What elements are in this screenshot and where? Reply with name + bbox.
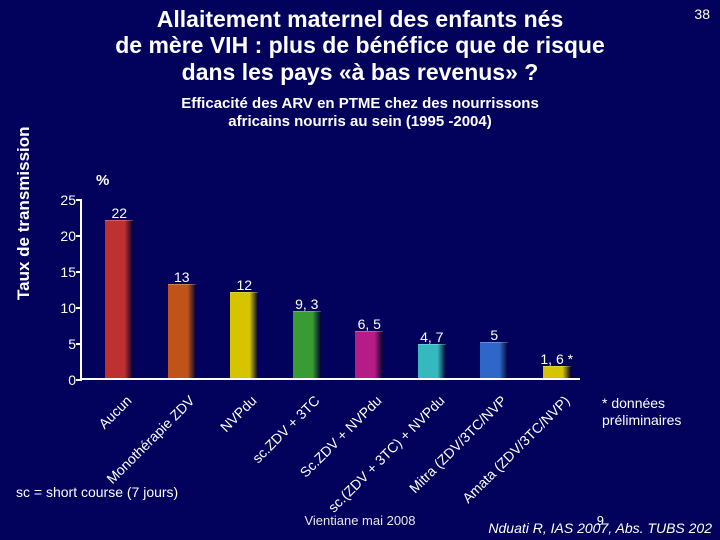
bar: 6, 5 xyxy=(355,331,383,378)
bar-value-label: 9, 3 xyxy=(277,296,337,312)
y-tick-label: 15 xyxy=(48,264,76,280)
y-tick-mark xyxy=(76,271,82,273)
y-tick-mark xyxy=(76,343,82,345)
y-tick-label: 0 xyxy=(48,372,76,388)
bar-value-label: 12 xyxy=(214,277,274,293)
bar-chart: 051015202522Aucun13Monothérapie ZDV12NVP… xyxy=(80,200,580,380)
bar: 5 xyxy=(480,342,508,378)
footnote-sc: sc = short course (7 jours) xyxy=(16,484,178,500)
slide-title: Allaitement maternel des enfants nésde m… xyxy=(0,0,720,85)
percent-label: % xyxy=(96,172,109,189)
y-tick-label: 20 xyxy=(48,228,76,244)
y-tick-mark xyxy=(76,235,82,237)
bar-value-label: 13 xyxy=(152,269,212,285)
bar-value-label: 5 xyxy=(464,327,524,343)
bar: 4, 7 xyxy=(418,344,446,378)
bar-value-label: 4, 7 xyxy=(402,329,462,345)
bar-value-label: 6, 5 xyxy=(339,316,399,332)
y-tick-label: 25 xyxy=(48,192,76,208)
slide-number: 38 xyxy=(694,6,710,22)
bar: 9, 3 xyxy=(293,311,321,378)
y-tick-label: 10 xyxy=(48,300,76,316)
bar: 12 xyxy=(230,292,258,378)
bar: 13 xyxy=(168,284,196,378)
citation-text: Nduati R, IAS 2007, Abs. TUBS 202 xyxy=(488,520,712,536)
y-tick-mark xyxy=(76,379,82,381)
y-tick-label: 5 xyxy=(48,336,76,352)
bar-value-label: 1, 6 * xyxy=(527,351,587,367)
y-axis-title: Taux de transmission xyxy=(14,126,34,300)
bar: 1, 6 * xyxy=(543,366,571,378)
bar: 22 xyxy=(105,220,133,378)
y-tick-mark xyxy=(76,199,82,201)
bar-value-label: 22 xyxy=(89,205,149,221)
footnote-preliminary: * données préliminaires xyxy=(602,395,712,429)
y-tick-mark xyxy=(76,307,82,309)
chart-subtitle: Efficacité des ARV en PTME chez des nour… xyxy=(0,95,720,130)
